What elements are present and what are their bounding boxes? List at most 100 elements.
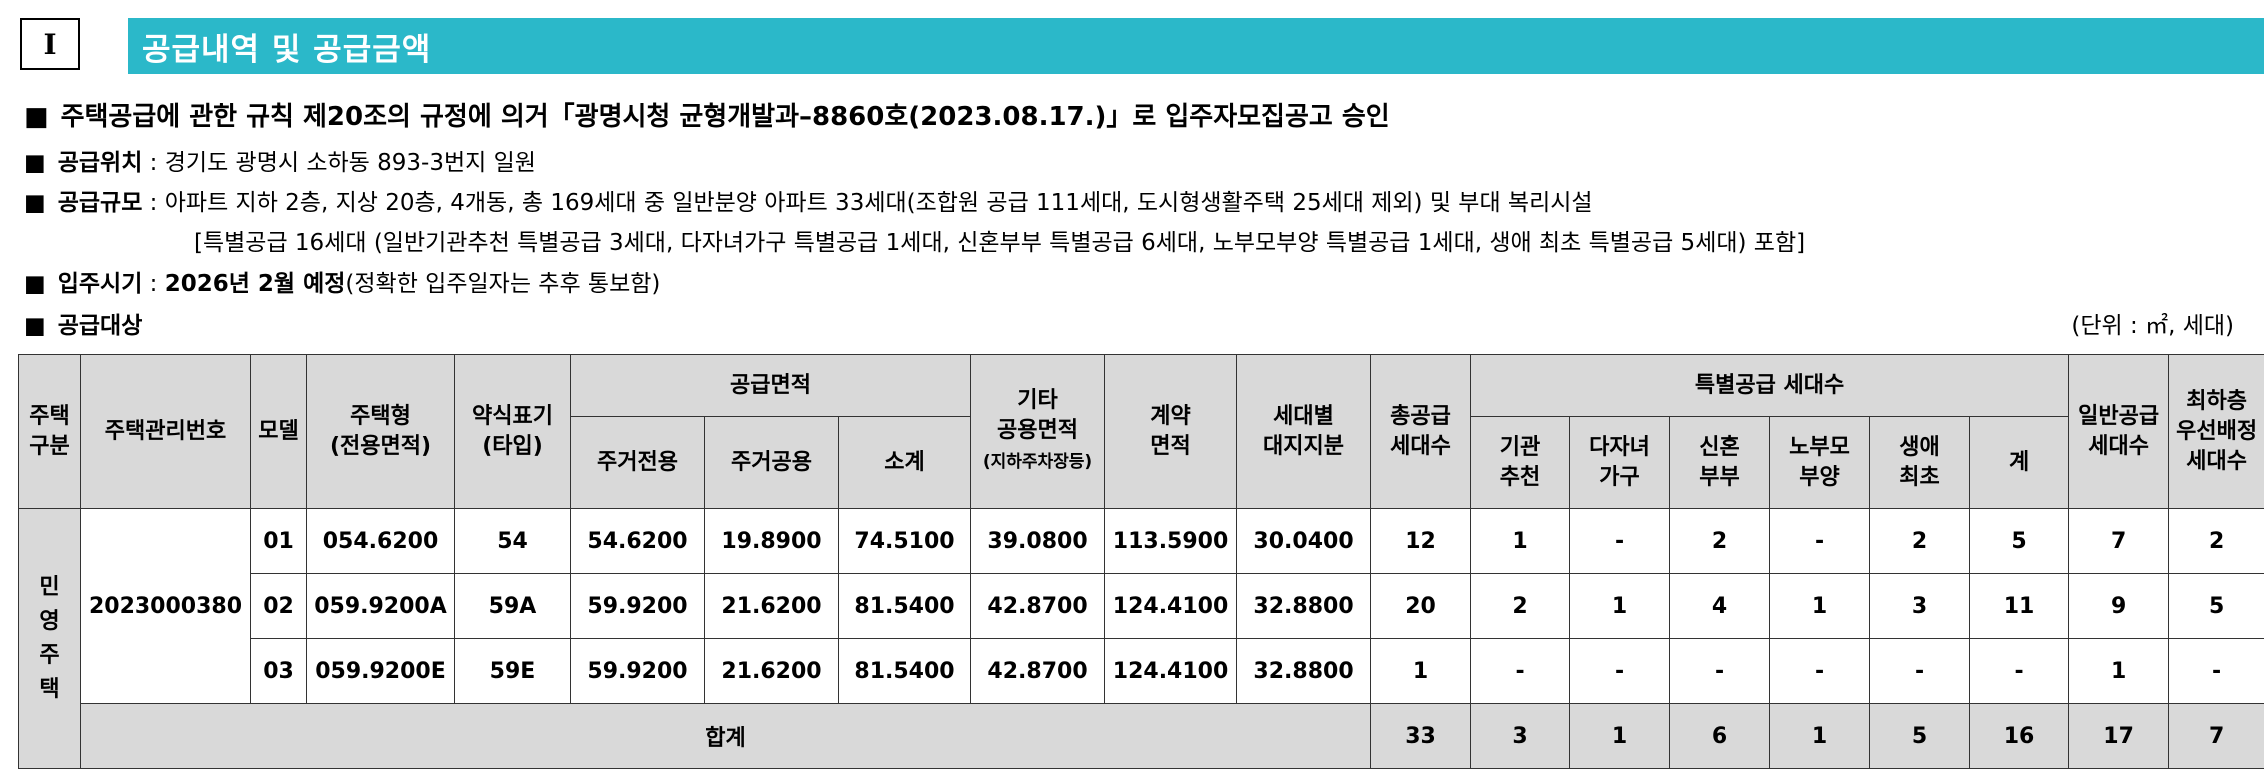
location-line: ■ 공급위치 : 경기도 광명시 소하동 893-3번지 일원	[24, 150, 536, 176]
exclusive-cell: 59.9200	[570, 638, 705, 704]
sp-firsttime-cell: 2	[1869, 508, 1971, 574]
total-label: 합계	[79, 703, 1372, 769]
sp-multichild-cell: 1	[1569, 703, 1671, 769]
scale-value: 아파트 지하 2층, 지상 20층, 4개동, 총 169세대 중 일반분양 아…	[164, 190, 1593, 216]
other-area-cell: 42.8700	[970, 638, 1106, 704]
sp-newlywed-cell: 2	[1669, 508, 1771, 574]
contract-area-cell: 124.4100	[1104, 638, 1238, 704]
square-bullet-icon: ■	[24, 102, 49, 132]
common-cell: 21.6200	[704, 638, 839, 704]
header-subtotal: 소계	[837, 416, 972, 509]
total-supply-cell: 1	[1370, 638, 1472, 704]
sp-multichild-cell: -	[1569, 508, 1671, 574]
header-sp-firsttime: 생애 최초	[1869, 416, 1971, 509]
sp-newlywed-cell: 4	[1669, 573, 1771, 639]
general-supply-cell: 17	[2068, 703, 2170, 769]
sp-parents-cell: 1	[1769, 703, 1871, 769]
model-cell: 01	[250, 508, 307, 574]
sp-sum-cell: 11	[1969, 573, 2070, 639]
lowest-floor-cell: -	[2168, 638, 2264, 704]
model-cell: 02	[250, 573, 307, 639]
square-bullet-icon: ■	[24, 271, 46, 297]
lowest-floor-cell: 5	[2168, 573, 2264, 639]
target-label: 공급대상	[57, 313, 143, 339]
header-total-supply: 총공급 세대수	[1370, 354, 1472, 509]
model-cell: 03	[250, 638, 307, 704]
mgmt-no-cell: 2023000380	[80, 508, 251, 704]
header-type: 주택형 (전용면적)	[306, 354, 455, 509]
header-lowest-floor: 최하층 우선배정 세대수	[2168, 354, 2264, 509]
land-share-cell: 30.0400	[1236, 508, 1372, 574]
header-sp-multichild: 다자녀 가구	[1569, 416, 1671, 509]
header-general-supply: 일반공급 세대수	[2068, 354, 2170, 509]
exclusive-cell: 54.6200	[570, 508, 705, 574]
movein-label: 입주시기	[57, 271, 143, 297]
approval-text: 주택공급에 관한 규칙 제20조의 규정에 의거「광명시청 균형개발과–8860…	[60, 102, 1390, 132]
total-supply-cell: 20	[1370, 573, 1472, 639]
lowest-floor-cell: 7	[2168, 703, 2264, 769]
sp-multichild-cell: 1	[1569, 573, 1671, 639]
contract-area-cell: 124.4100	[1104, 573, 1238, 639]
general-supply-cell: 7	[2068, 508, 2170, 574]
type-cell: 059.9200E	[306, 638, 455, 704]
header-mgmt-no: 주택관리번호	[80, 354, 251, 509]
location-label: 공급위치	[57, 150, 143, 176]
sp-institution-cell: -	[1470, 638, 1571, 704]
lowest-floor-cell: 2	[2168, 508, 2264, 574]
movein-line: ■ 입주시기 : 2026년 2월 예정(정확한 입주일자는 추후 통보함)	[24, 271, 661, 297]
type-cell: 054.6200	[306, 508, 455, 574]
header-other-area: 기타 공용면적 (지하주차장등)	[970, 354, 1106, 509]
header-supply-area: 공급면적	[569, 354, 972, 417]
movein-date: 2026년 2월 예정	[164, 271, 346, 297]
movein-note: (정확한 입주일자는 추후 통보함)	[345, 271, 661, 297]
sp-institution-cell: 1	[1470, 508, 1571, 574]
scale-label: 공급규모	[57, 190, 143, 216]
sp-newlywed-cell: 6	[1669, 703, 1771, 769]
sp-institution-cell: 2	[1470, 573, 1571, 639]
sp-firsttime-cell: 3	[1869, 573, 1971, 639]
other-area-cell: 39.0800	[970, 508, 1106, 574]
header-contract-area: 계약 면적	[1104, 354, 1238, 509]
sp-sum-cell: 5	[1969, 508, 2070, 574]
supply-table: 주택 구분 주택관리번호 모델 주택형 (전용면적) 약식표기 (타입) 공급면적 기…	[18, 354, 2264, 769]
square-bullet-icon: ■	[24, 150, 46, 176]
general-supply-cell: 9	[2068, 573, 2170, 639]
sp-parents-cell: -	[1769, 638, 1871, 704]
table-row: 02 059.9200A 59A 59.9200 21.6200 81.5400…	[19, 573, 2264, 639]
type-cell: 059.9200A	[306, 573, 455, 639]
total-row: 합계 33 3 1 6 1 5 16 17 7	[19, 703, 2264, 769]
total-supply-cell: 12	[1370, 508, 1472, 574]
header-sp-newlywed: 신혼 부부	[1669, 416, 1771, 509]
abbr-cell: 59A	[454, 573, 571, 639]
header-sp-parents: 노부모 부양	[1769, 416, 1871, 509]
table-row: 03 059.9200E 59E 59.9200 21.6200 81.5400…	[19, 638, 2264, 704]
header-abbr: 약식표기 (타입)	[454, 354, 571, 509]
sp-sum-cell: -	[1969, 638, 2070, 704]
sp-parents-cell: 1	[1769, 573, 1871, 639]
header-exclusive: 주거전용	[570, 416, 705, 509]
header-sp-institution: 기관 추천	[1470, 416, 1571, 509]
land-share-cell: 32.8800	[1236, 638, 1372, 704]
exclusive-cell: 59.9200	[570, 573, 705, 639]
unit-note: (단위 : ㎡, 세대)	[2071, 313, 2234, 339]
common-cell: 21.6200	[704, 573, 839, 639]
land-share-cell: 32.8800	[1236, 573, 1372, 639]
approval-line: ■ 주택공급에 관한 규칙 제20조의 규정에 의거「광명시청 균형개발과–886…	[24, 96, 1390, 133]
other-area-cell: 42.8700	[970, 573, 1106, 639]
abbr-cell: 54	[454, 508, 571, 574]
sp-firsttime-cell: -	[1869, 638, 1971, 704]
abbr-cell: 59E	[454, 638, 571, 704]
header-sp-sum: 계	[1969, 416, 2070, 509]
subtotal-cell: 81.5400	[837, 573, 972, 639]
sp-institution-cell: 3	[1470, 703, 1571, 769]
subtotal-cell: 74.5100	[837, 508, 972, 574]
sp-parents-cell: -	[1769, 508, 1871, 574]
section-title: 공급내역 및 공급금액	[128, 18, 2264, 74]
contract-area-cell: 113.5900	[1104, 508, 1238, 574]
square-bullet-icon: ■	[24, 190, 46, 216]
target-line: ■ 공급대상	[24, 306, 142, 340]
location-value: 경기도 광명시 소하동 893-3번지 일원	[164, 150, 536, 176]
square-bullet-icon: ■	[24, 313, 46, 339]
